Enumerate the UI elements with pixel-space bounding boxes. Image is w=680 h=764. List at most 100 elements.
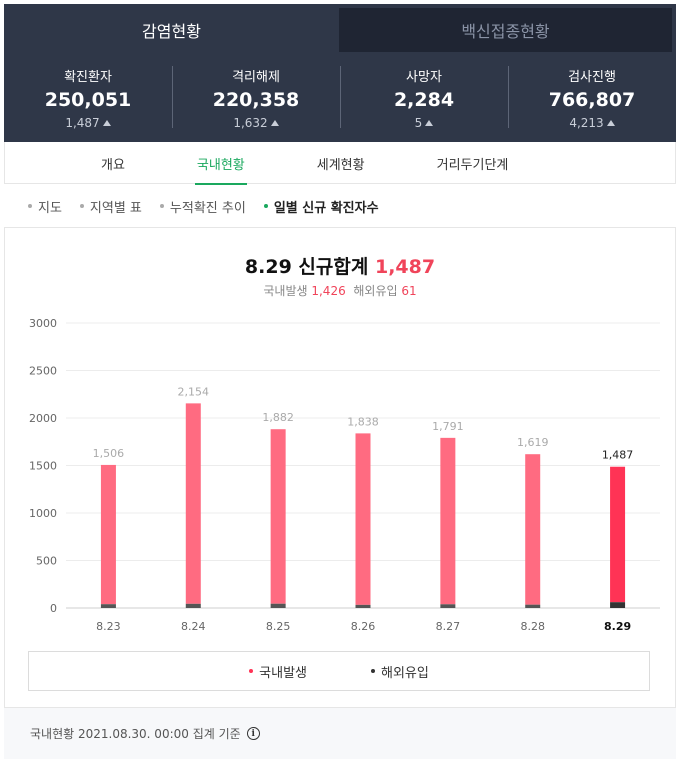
- panel-border-right: [675, 227, 676, 707]
- chart-subtitle: 국내발생 1,426 해외유입 61: [0, 282, 680, 299]
- legend-label: 해외유입: [381, 665, 429, 681]
- stat-value: 250,051: [44, 89, 132, 111]
- chart-title-prefix: 8.29 신규합계: [244, 256, 369, 278]
- bar-overseas: [185, 603, 201, 608]
- stat-delta: 5: [340, 116, 508, 130]
- chip-map[interactable]: 지도: [28, 196, 62, 216]
- stat-confirmed: 확진환자 250,051 1,487: [4, 56, 172, 142]
- overseas-label: 해외유입: [353, 284, 398, 298]
- stat-delta-value: 4,213: [569, 116, 604, 130]
- bar-domestic: [100, 464, 116, 605]
- bar-value-label: 1,487: [602, 449, 634, 462]
- divider: [4, 227, 676, 228]
- stat-label: 사망자: [406, 70, 442, 85]
- x-tick-label: 8.25: [266, 620, 291, 633]
- bar-overseas: [270, 603, 286, 608]
- stat-deaths: 사망자 2,284 5: [340, 56, 508, 142]
- stat-label: 확진환자: [64, 70, 112, 85]
- chip-region-table[interactable]: 지역별 표: [79, 196, 142, 216]
- legend-overseas[interactable]: 해외유입: [371, 662, 429, 681]
- chip-label: 일별 신규 확진자수: [273, 200, 379, 216]
- sub-navigation: 개요 국내현황 세계현황 거리두기단계: [4, 142, 676, 185]
- bar-overseas: [355, 604, 371, 608]
- stat-delta-value: 5: [414, 116, 423, 130]
- tab-vaccination-status[interactable]: 백신접종현황: [339, 8, 672, 52]
- chart-title: 8.29 신규합계 1,487: [0, 252, 680, 279]
- stat-label: 검사진행: [568, 70, 616, 85]
- x-tick-label: 8.29: [604, 620, 631, 633]
- bar-value-label: 1,838: [347, 415, 379, 428]
- subtab-domestic[interactable]: 국내현황: [194, 142, 247, 185]
- x-tick-label: 8.27: [436, 620, 461, 633]
- y-tick-label: 0: [50, 602, 57, 615]
- tab-infection-status[interactable]: 감염현황: [4, 8, 339, 52]
- y-tick-label: 500: [36, 555, 57, 568]
- subtab-overview[interactable]: 개요: [101, 157, 125, 173]
- footer: 국내현황 2021.08.30. 00:00 집계 기준 i: [4, 707, 676, 759]
- bar-overseas: [525, 604, 541, 608]
- bullet-icon: [263, 204, 268, 208]
- bar-domestic: [270, 429, 286, 604]
- top-tabs: 감염현황 백신접종현황: [4, 8, 672, 52]
- stat-delta: 1,487: [4, 116, 172, 130]
- x-tick-label: 8.23: [96, 620, 121, 633]
- info-icon[interactable]: i: [246, 727, 260, 740]
- bar-domestic: [610, 466, 626, 603]
- bar-domestic: [440, 437, 456, 605]
- bullet-icon: [159, 204, 164, 208]
- y-tick-label: 3000: [29, 317, 57, 330]
- bar-value-label: 1,882: [262, 411, 294, 424]
- y-tick-label: 2000: [29, 412, 57, 425]
- stats-header: 감염현황 백신접종현황 확진환자 250,051 1,487 격리해제 220,…: [4, 4, 676, 142]
- bullet-icon: [79, 204, 84, 208]
- bar-value-label: 1,791: [432, 420, 464, 433]
- up-arrow-icon: [102, 120, 111, 126]
- chip-label: 누적확진 추이: [169, 200, 246, 216]
- legend-domestic[interactable]: 국내발생: [249, 662, 307, 681]
- bar-domestic: [185, 403, 201, 604]
- overseas-value: 61: [401, 284, 417, 298]
- bar-value-label: 2,154: [178, 385, 210, 398]
- footer-text: 국내현황 2021.08.30. 00:00 집계 기준: [30, 727, 241, 741]
- legend-dot-icon: [249, 669, 254, 673]
- y-tick-label: 2500: [29, 365, 57, 378]
- bar-overseas: [610, 602, 626, 608]
- bullet-icon: [28, 204, 32, 208]
- x-tick-label: 8.24: [181, 620, 206, 633]
- chip-label: 지역별 표: [89, 200, 142, 216]
- chip-daily-new[interactable]: 일별 신규 확진자수: [263, 196, 379, 216]
- legend-label: 국내발생: [259, 665, 307, 681]
- view-options: 지도 지역별 표 누적확진 추이 일별 신규 확진자수: [28, 196, 397, 216]
- chart-legend: 국내발생 해외유입: [28, 651, 650, 691]
- x-tick-label: 8.26: [351, 620, 376, 633]
- stat-label: 격리해제: [232, 70, 280, 85]
- bar-domestic: [355, 433, 371, 605]
- up-arrow-icon: [606, 120, 615, 126]
- up-arrow-icon: [270, 120, 279, 126]
- panel-border-left: [4, 227, 5, 707]
- legend-dot-icon: [371, 669, 375, 673]
- domestic-value: 1,426: [311, 284, 346, 298]
- stat-delta: 1,632: [172, 116, 340, 130]
- subtab-distancing[interactable]: 거리두기단계: [436, 157, 509, 173]
- chip-cumulative-trend[interactable]: 누적확진 추이: [159, 196, 246, 216]
- domestic-label: 국내발생: [263, 284, 308, 298]
- stat-delta: 4,213: [508, 116, 676, 130]
- x-tick-label: 8.28: [520, 620, 545, 633]
- bar-value-label: 1,506: [93, 447, 125, 460]
- subtab-world[interactable]: 세계현황: [316, 157, 365, 173]
- stat-delta-value: 1,632: [233, 116, 268, 130]
- bar-overseas: [100, 604, 116, 608]
- y-tick-label: 1500: [29, 460, 57, 473]
- y-tick-label: 1000: [29, 507, 57, 520]
- up-arrow-icon: [425, 120, 434, 126]
- stat-value: 220,358: [212, 89, 300, 111]
- chip-label: 지도: [38, 200, 62, 216]
- bar-value-label: 1,619: [517, 436, 549, 449]
- bar-overseas: [440, 604, 456, 608]
- bar-domestic: [525, 454, 541, 605]
- stat-summary: 확진환자 250,051 1,487 격리해제 220,358 1,632 사망…: [4, 56, 676, 142]
- stat-delta-value: 1,487: [65, 116, 100, 130]
